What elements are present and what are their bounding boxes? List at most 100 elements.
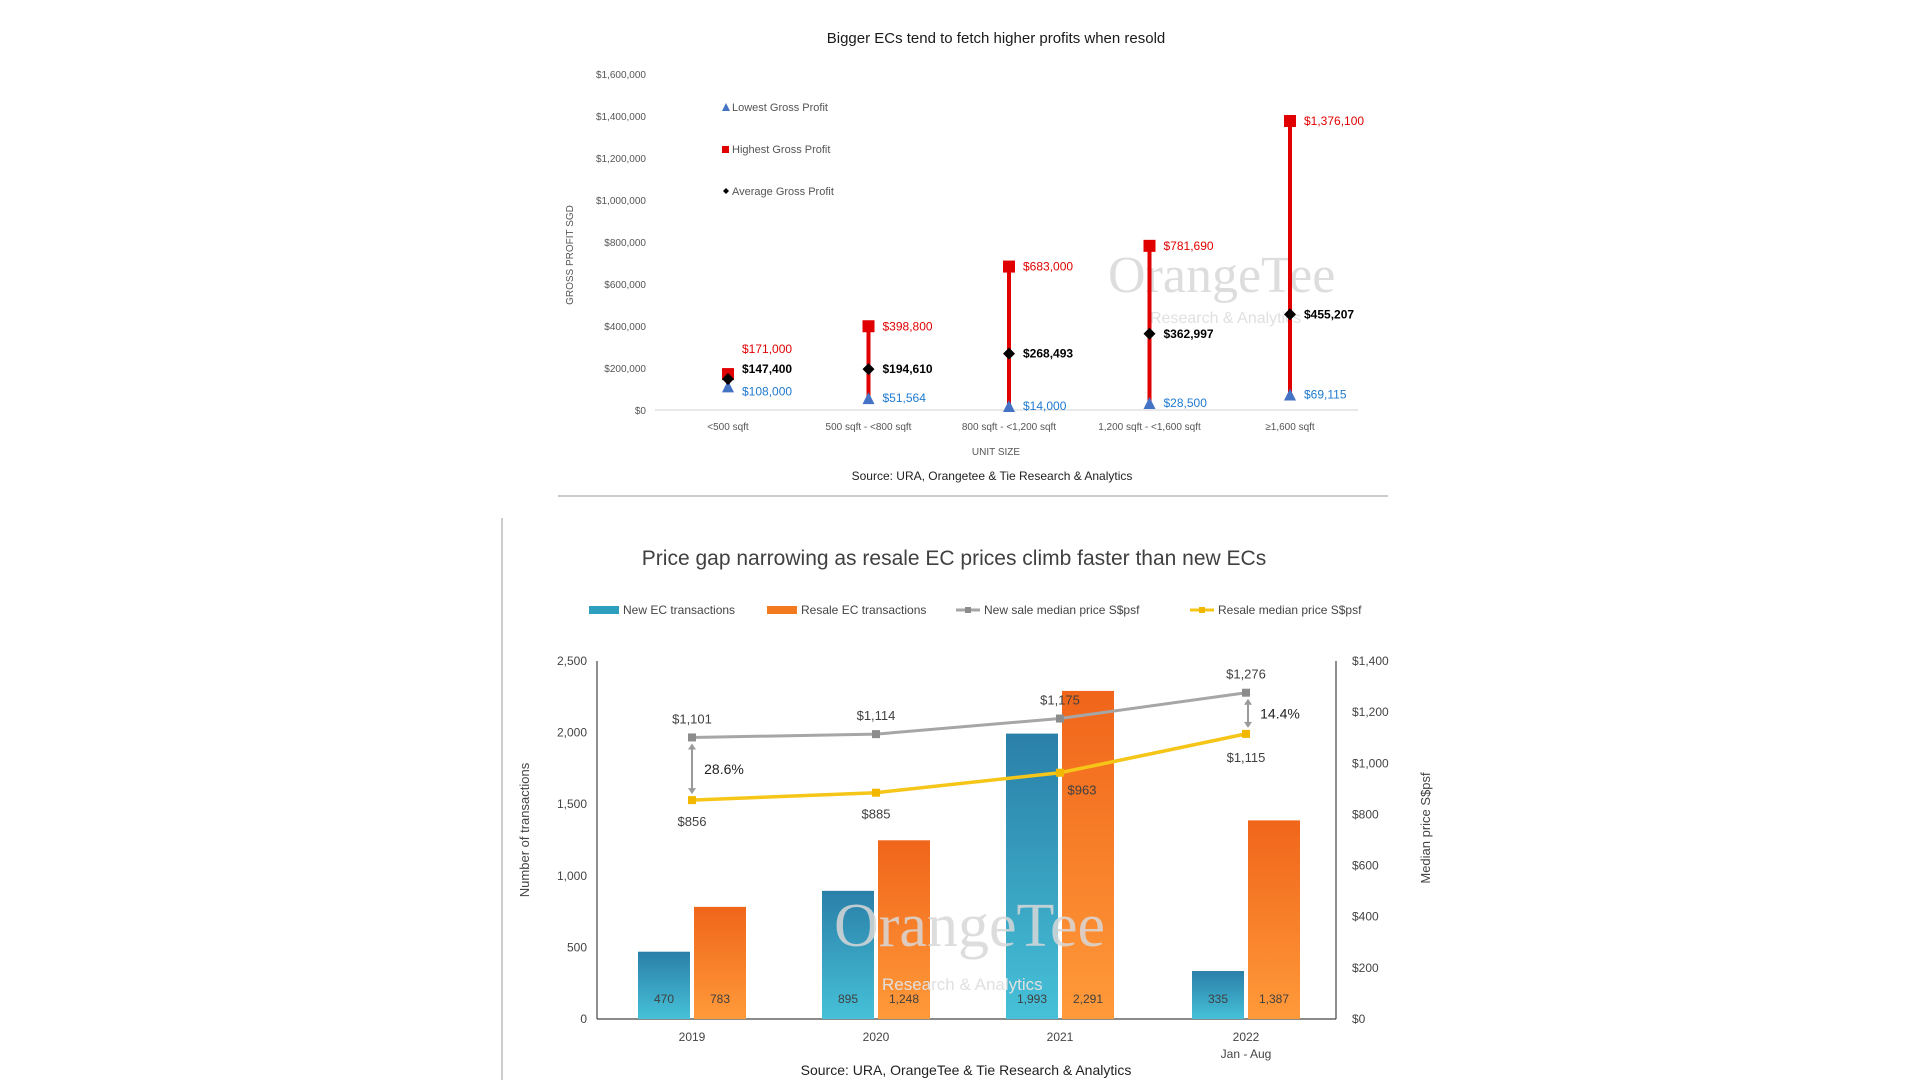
lowest-profit-marker — [722, 380, 734, 393]
new-sale-price-marker — [1242, 688, 1250, 697]
chart1-y-tick-label: $200,000 — [604, 364, 646, 375]
chart2-y2-tick-label: $0 — [1352, 1012, 1366, 1026]
resale-price-label: $963 — [1068, 783, 1097, 798]
highest-profit-label: $683,000 — [1023, 260, 1073, 274]
highest-profit-label: $398,800 — [883, 319, 933, 333]
resale-price-marker — [1056, 768, 1064, 777]
average-profit-marker — [1284, 308, 1296, 321]
average-profit-marker — [722, 373, 734, 386]
average-profit-label: $362,997 — [1164, 327, 1214, 341]
resale-ec-bar — [1062, 690, 1114, 1019]
legend-line-label: New sale median price S$psf — [984, 603, 1140, 617]
chart2-x-tick-label: 2020 — [863, 1030, 890, 1044]
chart1-y-tick-label: $600,000 — [604, 280, 646, 291]
resale-price-label: $885 — [862, 807, 891, 822]
price-gap-arrowhead — [1244, 698, 1252, 705]
resale-price-label: $856 — [678, 814, 707, 829]
highest-profit-label: $1,376,100 — [1304, 114, 1364, 128]
legend-line-marker — [1199, 607, 1205, 613]
chart1-y-tick-label: $1,000,000 — [596, 196, 646, 207]
resale-price-label: $1,115 — [1227, 750, 1266, 765]
legend-highest-label: Highest Gross Profit — [732, 144, 830, 156]
average-profit-label: $147,400 — [742, 362, 792, 376]
average-profit-label: $268,493 — [1023, 347, 1073, 361]
chart2-y2-tick-label: $600 — [1352, 859, 1379, 873]
new-sale-price-label: $1,114 — [857, 708, 896, 723]
resale-ec-bar-label: 2,291 — [1073, 992, 1103, 1006]
chart1-x-tick-label: ≥1,600 sqft — [1265, 422, 1315, 433]
resale-price-marker — [688, 796, 696, 805]
legend-line-marker — [965, 607, 971, 613]
chart1-y-axis-label: GROSS PROFIT SGD — [565, 205, 576, 305]
chart1-legend: Lowest Gross Profit Highest Gross Profit A… — [722, 102, 834, 198]
chart2-watermark-subtitle: Research & Analytics — [882, 975, 1043, 994]
legend-average-marker — [723, 188, 729, 194]
new-ec-bar — [638, 951, 690, 1019]
chart2-y-tick-label: 1,000 — [557, 869, 587, 883]
lowest-profit-marker — [862, 392, 875, 405]
new-ec-bar — [822, 890, 874, 1019]
legend-average-label: Average Gross Profit — [732, 186, 834, 198]
chart1-y-tick-label: $400,000 — [604, 322, 646, 333]
chart2-y2-tick-label: $400 — [1352, 910, 1379, 924]
chart1-y-tick-label: $800,000 — [604, 238, 646, 249]
legend-bar-label: Resale EC transactions — [801, 603, 926, 617]
new-sale-price-label: $1,175 — [1040, 693, 1080, 708]
chart1-watermark-logo: OrangeTee — [1108, 247, 1335, 304]
average-profit-label: $194,610 — [883, 362, 933, 376]
lowest-profit-label: $51,564 — [883, 391, 927, 405]
price-gap-label: 14.4% — [1260, 705, 1300, 721]
lowest-profit-marker — [1003, 400, 1015, 413]
resale-ec-bar-label: 1,248 — [889, 992, 919, 1006]
new-ec-bar — [1192, 971, 1244, 1019]
chart1-x-tick-label: 800 sqft - <1,200 sqft — [962, 422, 1056, 433]
resale-ec-bar — [878, 840, 930, 1019]
chart2-y2-tick-label: $800 — [1352, 807, 1379, 821]
lowest-profit-label: $14,000 — [1023, 399, 1067, 413]
chart2-y2-tick-label: $200 — [1352, 961, 1379, 975]
chart2-legend: New EC transactions Resale EC transaction… — [589, 603, 1362, 617]
chart2-y-tick-label: 2,000 — [557, 726, 587, 740]
chart1-source: Source: URA, Orangetee & Tie Research & … — [852, 469, 1133, 483]
lowest-profit-label: $28,500 — [1164, 396, 1208, 410]
price-gap-arrowhead — [1244, 721, 1252, 728]
chart2-y-tick-label: 2,500 — [557, 654, 587, 668]
resale-price-marker — [872, 788, 880, 797]
legend-lowest-marker — [722, 103, 730, 111]
legend-lowest-label: Lowest Gross Profit — [732, 102, 828, 114]
legend-line-label: Resale median price S$psf — [1218, 603, 1362, 617]
chart2-title: Price gap narrowing as resale EC prices … — [642, 547, 1266, 570]
average-profit-label: $455,207 — [1304, 307, 1354, 321]
highest-profit-marker — [862, 320, 875, 333]
new-ec-bar-label: 335 — [1208, 992, 1228, 1006]
chart1-y-tick-label: $1,400,000 — [596, 112, 646, 123]
new-sale-price-marker — [872, 730, 880, 739]
chart1-title: Bigger ECs tend to fetch higher profits … — [827, 30, 1166, 47]
chart2-y2-tick-label: $1,400 — [1352, 654, 1389, 668]
lowest-profit-marker — [1284, 388, 1296, 401]
chart2-y2-tick-label: $1,000 — [1352, 756, 1389, 770]
legend-bar-swatch — [767, 606, 797, 614]
chart2-y-axis-label: Number of transactions — [517, 762, 532, 897]
chart1-watermark-subtitle: Research & Analytics — [1150, 310, 1301, 327]
new-sale-median-price-line — [691, 691, 1247, 739]
chart1-y-tick-label: $1,600,000 — [596, 70, 646, 81]
price-gap-label: 28.6% — [704, 761, 744, 777]
chart1-x-tick-label: <500 sqft — [707, 422, 749, 433]
chart2-y2-axis-label: Median price S$psf — [1418, 772, 1433, 884]
average-profit-marker — [1143, 327, 1156, 340]
highest-profit-label: $781,690 — [1164, 239, 1214, 253]
highest-profit-marker — [1143, 239, 1156, 252]
chart2-y2-tick-label: $1,200 — [1352, 705, 1389, 719]
chart2-watermark: OrangeTee Research & Analytics — [834, 892, 1105, 994]
resale-ec-bar — [1248, 820, 1300, 1019]
legend-bar-label: New EC transactions — [623, 603, 735, 617]
chart2-y-tick-label: 1,500 — [557, 797, 587, 811]
gross-profit-chart: Bigger ECs tend to fetch higher profits … — [565, 30, 1364, 483]
lowest-profit-label: $69,115 — [1304, 387, 1347, 401]
average-profit-marker — [1003, 347, 1015, 360]
chart2-source: Source: URA, OrangeTee & Tie Research & … — [801, 1062, 1132, 1078]
chart1-watermark: OrangeTee Research & Analytics — [1108, 247, 1335, 327]
new-ec-bar-label: 1,993 — [1017, 992, 1047, 1006]
